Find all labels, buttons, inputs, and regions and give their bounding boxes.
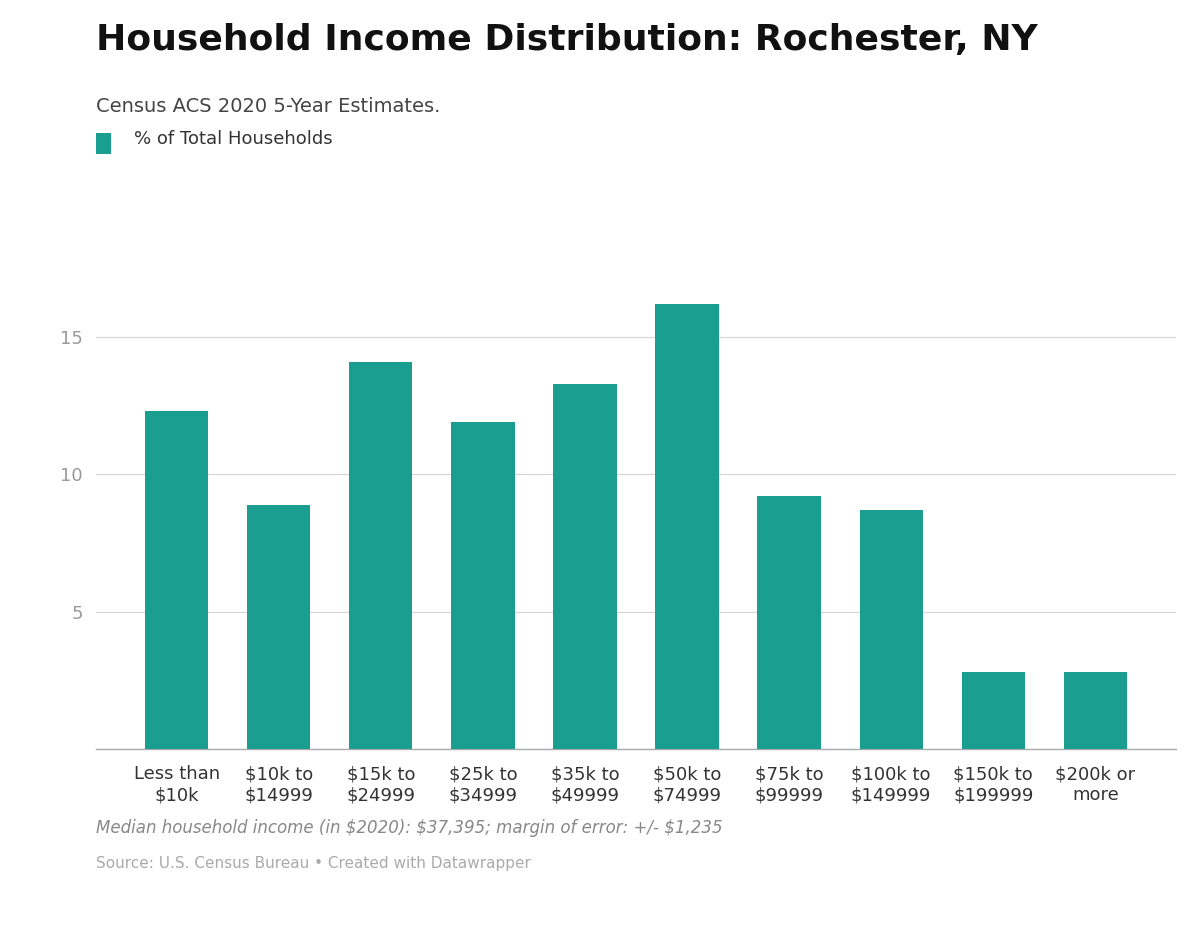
- Text: % of Total Households: % of Total Households: [134, 130, 334, 148]
- Bar: [145, 412, 209, 749]
- Bar: [859, 510, 923, 749]
- Bar: [349, 362, 413, 749]
- Text: Median household income (in $2020): $37,395; margin of error: +/- $1,235: Median household income (in $2020): $37,…: [96, 819, 722, 836]
- Bar: [961, 672, 1025, 749]
- Bar: [553, 384, 617, 749]
- Bar: [1063, 672, 1127, 749]
- Bar: [757, 497, 821, 749]
- Bar: [655, 304, 719, 749]
- Text: Census ACS 2020 5-Year Estimates.: Census ACS 2020 5-Year Estimates.: [96, 97, 440, 117]
- Bar: [451, 422, 515, 749]
- Bar: [247, 505, 311, 749]
- Text: Source: U.S. Census Bureau • Created with Datawrapper: Source: U.S. Census Bureau • Created wit…: [96, 856, 530, 870]
- Text: Household Income Distribution: Rochester, NY: Household Income Distribution: Rochester…: [96, 23, 1038, 57]
